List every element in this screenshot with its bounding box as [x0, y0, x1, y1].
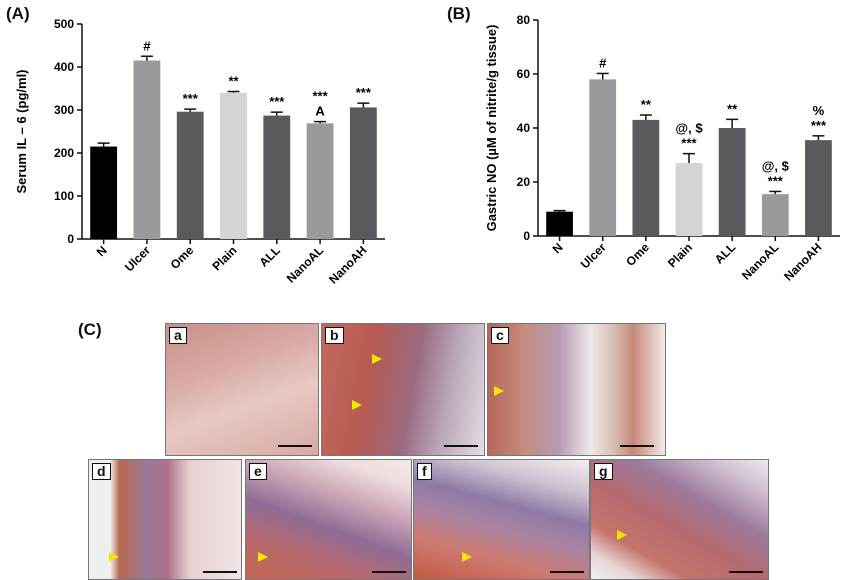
significance-label: *** [356, 85, 372, 100]
x-tick-label: Plain [665, 240, 695, 270]
micrograph-f-letter: f [417, 463, 432, 480]
micrograph-c-letter: c [491, 327, 509, 344]
micrograph-a-letter: a [169, 327, 187, 344]
bar-all [718, 128, 746, 236]
y-tick-label: 40 [517, 121, 531, 135]
yellow-arrow-icon [109, 552, 119, 562]
scale-bar [278, 445, 312, 447]
x-tick-label: Plain [209, 243, 239, 273]
y-tick-label: 200 [54, 146, 74, 160]
micrograph-g-letter: g [594, 463, 613, 480]
y-axis-label: Serum IL – 6 (pg/ml) [14, 69, 29, 193]
scale-bar [550, 571, 584, 573]
no-bar-chart: 0 20 40 60 80 Gastric NO (µM of nitrite/g tis… [484, 13, 840, 284]
bar-nanoal [761, 194, 789, 236]
scale-bar [729, 571, 763, 573]
significance-label: *** [269, 94, 285, 109]
significance-label: % [813, 103, 825, 118]
micrograph-e-letter: e [249, 463, 267, 480]
panel-a-label: (A) [6, 4, 30, 23]
significance-label: @, $ [762, 158, 790, 173]
scale-bar [372, 571, 406, 573]
yellow-arrow-icon [258, 552, 268, 562]
bar-ome [176, 111, 204, 239]
panel-c-label: (C) [78, 320, 102, 339]
y-tick-label: 500 [54, 17, 74, 31]
y-tick-label: 300 [54, 103, 74, 117]
significance-label: ** [641, 97, 652, 112]
significance-label: *** [811, 118, 827, 133]
significance-label: # [143, 38, 151, 53]
bar-nanoah [349, 107, 377, 239]
significance-label: ** [727, 101, 738, 116]
micrograph-d: d [88, 459, 242, 580]
y-tick-label: 60 [517, 67, 531, 81]
bar-nanoal [306, 123, 334, 239]
x-tick-label: NanoAL [284, 243, 326, 285]
bar-ulcer [133, 60, 161, 239]
y-axis-label: Gastric NO (µM of nitrite/g tissue) [484, 25, 499, 232]
scale-bar [620, 445, 654, 447]
y-tick-label: 100 [54, 189, 74, 203]
bar-all [263, 115, 291, 239]
significance-label: *** [312, 89, 328, 104]
significance-label: *** [183, 91, 199, 106]
x-tick-label: Ulcer [578, 240, 609, 271]
y-tick-label: 0 [67, 232, 74, 246]
y-tick-label: 20 [517, 175, 531, 189]
x-tick-label: N [550, 240, 566, 256]
micrograph-g: g [590, 459, 769, 580]
significance-label: A [315, 104, 325, 119]
scale-bar [203, 571, 237, 573]
micrograph-a: a [165, 323, 319, 456]
yellow-arrow-icon [352, 400, 362, 410]
bar-ome [632, 119, 660, 236]
y-tick-label: 0 [523, 229, 530, 243]
micrograph-b: b [321, 323, 485, 456]
y-tick-label: 400 [54, 60, 74, 74]
significance-label: *** [768, 173, 784, 188]
micrograph-b-letter: b [325, 327, 344, 344]
micrograph-d-letter: d [92, 463, 111, 480]
significance-label: @, $ [675, 121, 703, 136]
bar-nanoah [805, 140, 832, 236]
yellow-arrow-icon [372, 354, 382, 364]
bar-ulcer [589, 79, 617, 237]
scale-bar [444, 445, 478, 447]
panel-b-label: (B) [447, 4, 471, 23]
x-tick-label: Ome [623, 240, 652, 269]
y-tick-label: 80 [517, 13, 531, 27]
bar-n [546, 211, 573, 236]
x-tick-label: ALL [712, 240, 738, 266]
bar-plain [220, 92, 247, 239]
micrograph-f: f [413, 459, 590, 580]
x-tick-label: Ome [168, 243, 197, 272]
bar-plain [675, 163, 703, 236]
yellow-arrow-icon [494, 386, 504, 396]
bar-n [90, 146, 118, 239]
significance-label: *** [681, 136, 697, 151]
x-tick-label: NanoAL [739, 240, 781, 282]
yellow-arrow-icon [462, 552, 472, 562]
significance-label: # [599, 55, 607, 70]
x-tick-label: Ulcer [122, 243, 153, 274]
x-tick-label: ALL [257, 243, 283, 269]
micrograph-e: e [245, 459, 412, 580]
micrograph-c: c [487, 323, 666, 456]
yellow-arrow-icon [617, 530, 627, 540]
x-tick-label: NanoAH [781, 240, 824, 283]
x-tick-label: NanoAH [326, 243, 369, 286]
significance-label: ** [228, 74, 239, 89]
x-tick-label: N [94, 243, 110, 259]
il6-bar-chart: 0 100 200 300 400 500 Serum IL – 6 (pg/ml) N # Ul… [14, 17, 385, 287]
